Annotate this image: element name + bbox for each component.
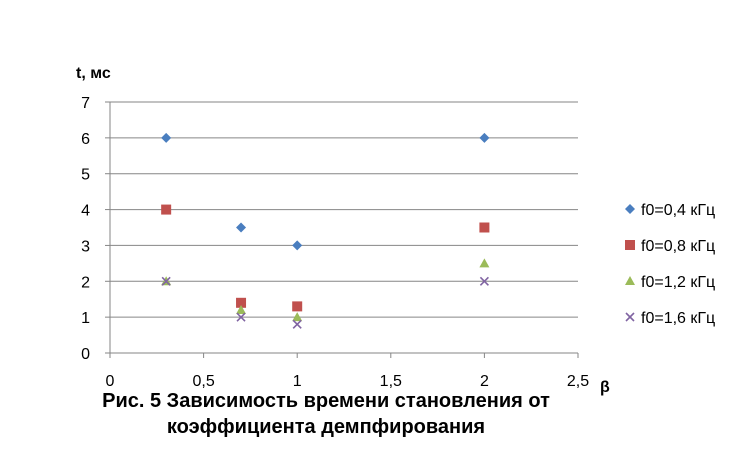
- x-tick-label: 1: [293, 373, 302, 390]
- legend-marker-1: [625, 204, 635, 214]
- data-point-series-4: [479, 276, 489, 286]
- axes: [105, 101, 579, 358]
- figure-caption: Рис. 5 Зависимость времени становления о…: [78, 388, 574, 440]
- legend-marker-3: [625, 276, 635, 285]
- x-tick-label: 2: [480, 373, 489, 390]
- x-tick-labels: 0 0,5 1 1,5 2 2,5: [106, 373, 590, 390]
- data-point-series-3: [479, 258, 490, 268]
- legend-label-1: f0=0,4 кГц: [641, 202, 715, 219]
- y-tick-label: 2: [81, 274, 90, 291]
- y-axis-title: t, мс: [76, 65, 111, 82]
- data-point-series-2: [292, 301, 303, 312]
- legend-label-4: f0=1,6 кГц: [641, 310, 715, 327]
- data-point-series-2: [479, 222, 490, 233]
- x-axis-title: β: [600, 379, 610, 396]
- data-point-series-2: [161, 204, 172, 215]
- data-point-series-1: [292, 240, 303, 251]
- y-tick-label: 1: [81, 310, 90, 327]
- data-point-series-3: [292, 312, 303, 322]
- y-tick-label: 6: [81, 131, 90, 148]
- legend-marker-4-stroke: [625, 312, 635, 322]
- data-point-series-4: [161, 276, 171, 286]
- data-point-series-1: [161, 132, 172, 143]
- x-tick-label: 2,5: [567, 373, 589, 390]
- y-tick-label: 4: [81, 203, 90, 220]
- y-tick-label: 3: [81, 238, 90, 255]
- data-point-series-2: [236, 297, 247, 308]
- x-tick-label: 0,5: [192, 373, 214, 390]
- data-point-series-4: [236, 312, 246, 322]
- data-point-series-4-stroke: [479, 276, 489, 286]
- y-tick-label: 5: [81, 167, 90, 184]
- data-point-series-4-stroke: [236, 312, 246, 322]
- caption-line-2: коэффициента демпфирования: [166, 416, 486, 438]
- data-point-series-1: [479, 132, 490, 143]
- legend: f0=0,4 кГц f0=0,8 кГц f0=1,2 кГц f0=1,6 кГц: [625, 202, 715, 327]
- data-point-series-4-stroke: [292, 319, 302, 329]
- x-tick-label: 1,5: [380, 373, 402, 390]
- data-point-series-4-stroke: [161, 276, 171, 286]
- x-tick-label: 0: [106, 373, 115, 390]
- data-point-series-1: [236, 222, 247, 233]
- legend-marker-2: [625, 240, 635, 250]
- data-points: [161, 132, 490, 329]
- gridlines: [110, 101, 578, 318]
- legend-label-2: f0=0,8 кГц: [641, 238, 715, 255]
- data-point-series-3: [236, 304, 247, 314]
- caption-line-1: Рис. 5 Зависимость времени становления о…: [102, 390, 550, 412]
- y-tick-labels: 0 1 2 3 4 5 6 7: [81, 95, 90, 363]
- data-point-series-4: [292, 319, 302, 329]
- y-tick-label: 0: [81, 346, 90, 363]
- legend-label-3: f0=1,2 кГц: [641, 274, 715, 291]
- legend-marker-4: [625, 312, 635, 322]
- y-tick-label: 7: [81, 95, 90, 112]
